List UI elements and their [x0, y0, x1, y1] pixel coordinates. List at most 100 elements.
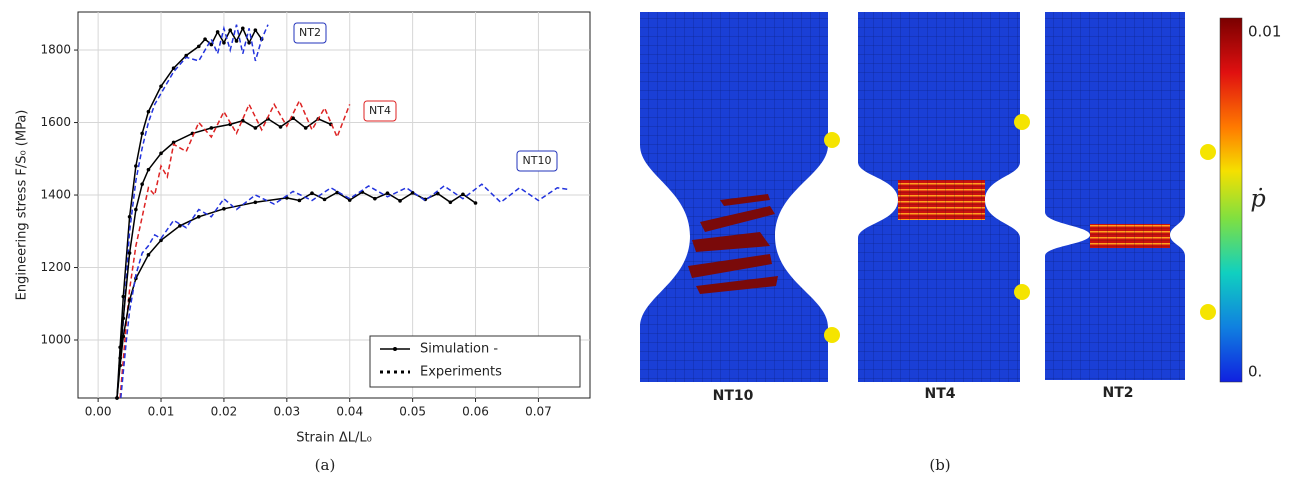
colorbar-label: ṗ [1250, 185, 1265, 213]
point [171, 66, 176, 70]
point [335, 190, 339, 195]
strain-bands [688, 194, 778, 294]
point [196, 214, 201, 219]
panel-label: NT2 [1102, 385, 1133, 401]
y-tick-label: 1000 [40, 333, 71, 347]
colorbar-max: 0.01 [1248, 23, 1281, 41]
y-axis-label: Engineering stress F/S₀ (MPa) [15, 110, 30, 301]
point [322, 197, 327, 202]
point [209, 126, 214, 130]
plot-frame [77, 11, 591, 399]
y-tick-label: 1800 [40, 43, 71, 57]
point [118, 363, 122, 368]
specimen-nt2 [1045, 12, 1185, 380]
annotation-box [293, 22, 327, 44]
specimen-nt10 [640, 12, 828, 382]
annotation-box [516, 150, 558, 172]
point [297, 198, 302, 203]
point [435, 191, 440, 196]
annotation: NT2 [299, 26, 321, 39]
legend-label: Experiments [420, 365, 502, 380]
point [385, 191, 390, 196]
point [461, 192, 465, 197]
point [209, 42, 214, 47]
point [134, 164, 138, 168]
point [240, 118, 245, 123]
point [115, 396, 119, 400]
point [184, 53, 188, 58]
point [159, 84, 163, 89]
point [196, 44, 201, 49]
point [159, 238, 163, 243]
point [253, 200, 258, 205]
series-line [119, 99, 351, 399]
legend-label: Simulation - [420, 342, 498, 357]
point [171, 140, 176, 145]
y-tick-label: 1400 [40, 188, 71, 202]
point [215, 30, 220, 34]
point [140, 131, 144, 136]
x-tick-label: 0.01 [148, 405, 175, 419]
y-tick-label: 1600 [40, 115, 71, 129]
markers [824, 114, 1216, 343]
point [473, 201, 478, 205]
legend-marker [393, 347, 397, 351]
point [310, 191, 314, 196]
colorbar [1219, 17, 1243, 383]
colorbar-min: 0. [1248, 363, 1262, 381]
point [146, 167, 151, 172]
series-line [120, 183, 571, 399]
point [398, 199, 402, 203]
x-tick-label: 0.03 [273, 405, 300, 419]
point [291, 116, 295, 120]
point [240, 26, 245, 31]
point [159, 151, 163, 156]
y-tick-label: 1200 [40, 260, 71, 274]
x-tick-label: 0.04 [336, 405, 363, 419]
point [373, 196, 377, 201]
x-axis-label: Strain ΔL/L₀ [296, 431, 372, 446]
x-tick-label: 0.07 [525, 405, 552, 419]
point [278, 125, 283, 129]
point [146, 253, 151, 257]
plot-area: NT2 NT4 NT10 [74, 12, 590, 402]
point [203, 37, 207, 41]
annotation: NT4 [369, 104, 391, 117]
point [140, 182, 144, 186]
strain-band [898, 180, 985, 220]
point [448, 200, 453, 205]
point [121, 316, 126, 321]
point [410, 191, 415, 195]
legend: Simulation - Experiments [369, 335, 581, 388]
point [253, 28, 258, 32]
strain-band [1090, 224, 1170, 248]
specimen-images [640, 12, 1243, 383]
point [127, 298, 132, 302]
point [146, 109, 151, 114]
caption: (b) [929, 456, 950, 474]
point [222, 41, 226, 45]
point [134, 207, 138, 212]
point [121, 334, 126, 339]
x-tick-label: 0.00 [85, 405, 112, 419]
point [303, 126, 308, 130]
point [121, 294, 126, 299]
point [127, 214, 132, 219]
annotation: NT10 [523, 154, 552, 167]
x-tick-label: 0.02 [211, 405, 238, 419]
point [178, 224, 182, 228]
point [127, 251, 132, 255]
x-tick-label: 0.06 [462, 405, 489, 419]
point [234, 39, 239, 43]
point [347, 198, 352, 202]
series-line [116, 117, 332, 399]
point [222, 207, 226, 211]
point [228, 28, 233, 32]
x-tick-label: 0.05 [399, 405, 426, 419]
point [247, 41, 251, 45]
caption: (a) [315, 456, 336, 474]
series-line [116, 24, 269, 399]
panel-label: NT10 [713, 388, 754, 404]
